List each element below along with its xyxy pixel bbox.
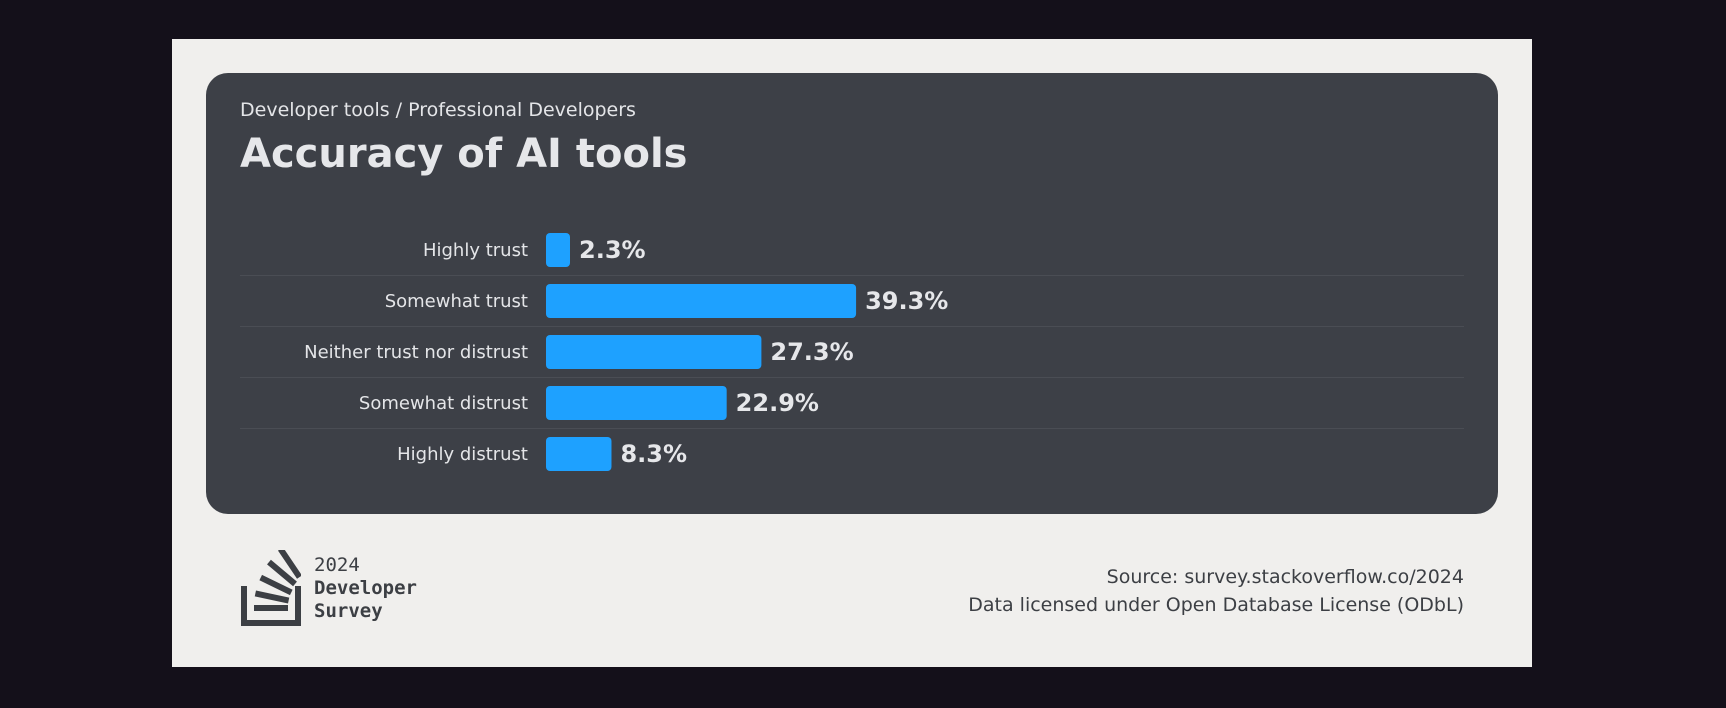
source-link[interactable]: Source: survey.stackoverflow.co/2024 (1106, 566, 1464, 588)
bar (546, 335, 762, 369)
bar (546, 284, 857, 318)
bar-chart: Highly trust 2.3% Somewhat trust 39.3% Neith… (240, 233, 1464, 471)
bar (546, 386, 727, 420)
survey-card: Developer tools / Professional Developer… (172, 39, 1532, 667)
bar (546, 437, 612, 471)
value-label: 2.3% (579, 236, 646, 264)
stack-overflow-logo-icon (241, 550, 301, 626)
bar (546, 233, 570, 267)
value-label: 22.9% (736, 389, 819, 417)
logo-line2: Survey (314, 600, 383, 622)
value-label: 8.3% (620, 440, 687, 468)
chart-title: Accuracy of AI tools (240, 131, 688, 177)
logo-year: 2024 (314, 554, 360, 576)
category-label: Highly trust (423, 240, 528, 261)
survey-logo-text: 2024 Developer Survey (314, 554, 417, 623)
value-label: 27.3% (770, 338, 853, 366)
category-label: Neither trust nor distrust (304, 342, 528, 363)
category-label: Somewhat distrust (359, 393, 528, 414)
category-label: Somewhat trust (385, 291, 528, 312)
chart-panel: Developer tools / Professional Developer… (206, 73, 1498, 514)
license-text: Data licensed under Open Database Licens… (968, 594, 1464, 616)
logo-line1: Developer (314, 577, 417, 599)
category-label: Highly distrust (397, 444, 528, 465)
source-info: Source: survey.stackoverflow.co/2024 Dat… (968, 563, 1464, 619)
value-label: 39.3% (865, 287, 948, 315)
chart-subtitle: Developer tools / Professional Developer… (240, 99, 636, 121)
